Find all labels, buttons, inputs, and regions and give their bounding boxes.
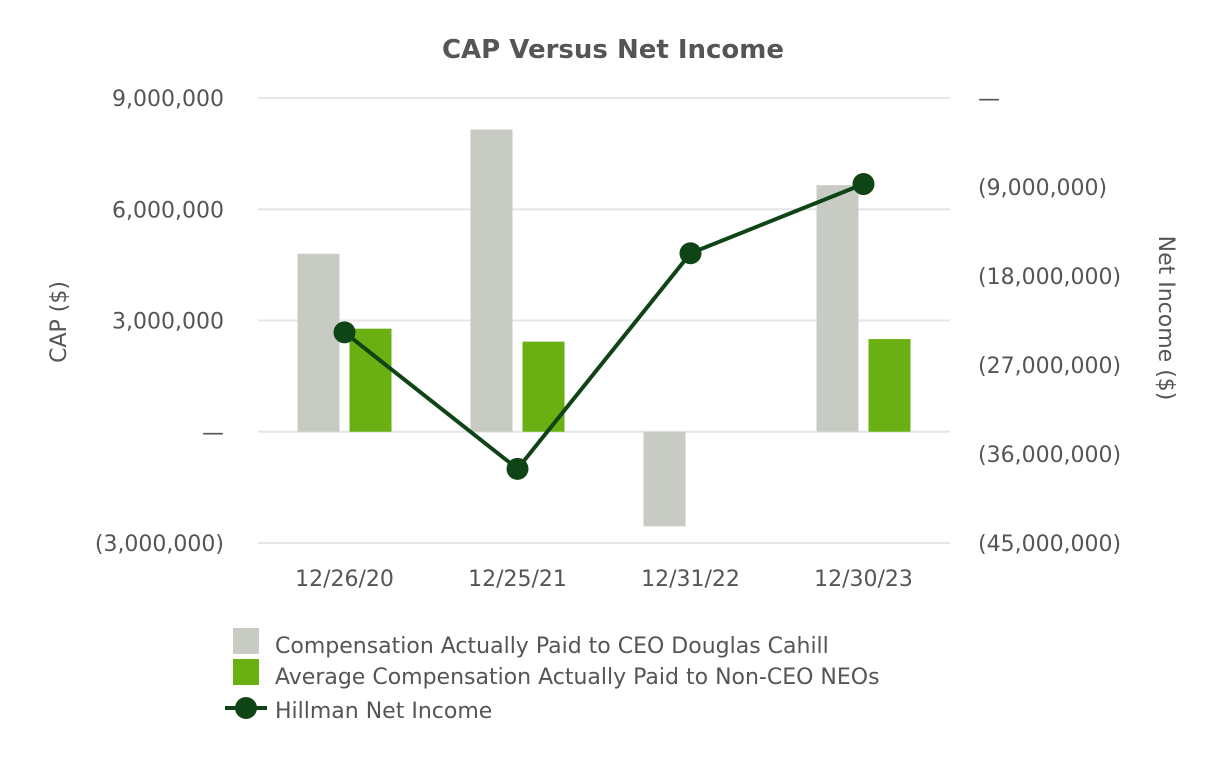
legend-label: Compensation Actually Paid to CEO Dougla… <box>275 634 829 659</box>
legend-label: Hillman Net Income <box>275 699 492 724</box>
chart-title: CAP Versus Net Income <box>442 35 784 65</box>
ceo-cap-bar <box>470 129 513 432</box>
x-axis: 12/26/20 12/25/21 12/31/22 12/30/23 <box>295 567 913 592</box>
bars <box>297 129 911 527</box>
x-tick-label: 12/25/21 <box>468 567 567 592</box>
legend-swatch <box>233 659 259 685</box>
y2-tick-label: (27,000,000) <box>978 354 1121 379</box>
y2-axis-title: Net Income ($) <box>1153 236 1178 401</box>
net-income-point <box>852 173 875 196</box>
legend-marker <box>235 697 257 719</box>
y-tick-label: (3,000,000) <box>95 532 224 557</box>
net-income-series-line <box>343 182 865 472</box>
net-income-point <box>506 457 529 480</box>
y-axis-title: CAP ($) <box>47 281 72 363</box>
y-tick-label: 3,000,000 <box>112 310 224 335</box>
ceo-cap-bar <box>297 253 340 432</box>
ceo-cap-bar <box>816 185 859 432</box>
y2-tick-label: (45,000,000) <box>978 532 1121 557</box>
neo-cap-bar <box>349 328 392 432</box>
legend: Compensation Actually Paid to CEO Dougla… <box>225 628 880 724</box>
x-tick-label: 12/26/20 <box>295 567 394 592</box>
net-income-line <box>333 173 875 480</box>
ceo-cap-bar <box>643 431 686 527</box>
left-axis: 9,000,000 6,000,000 3,000,000 — (3,000,000) <box>95 87 224 557</box>
right-axis: — (9,000,000) (18,000,000) (27,000,000) (36,… <box>978 87 1121 557</box>
y-tick-label: 9,000,000 <box>112 87 224 112</box>
neo-cap-bar <box>868 339 911 432</box>
legend-label: Average Compensation Actually Paid to No… <box>275 665 880 690</box>
x-tick-label: 12/30/23 <box>814 567 913 592</box>
y2-tick-label: (18,000,000) <box>978 265 1121 290</box>
y2-tick-label: (9,000,000) <box>978 176 1107 201</box>
net-income-point <box>333 321 356 344</box>
legend-swatch <box>233 628 259 654</box>
y2-tick-label: (36,000,000) <box>978 443 1121 468</box>
y-tick-label: 6,000,000 <box>112 198 224 223</box>
y-tick-label: — <box>202 421 224 446</box>
net-income-point <box>679 242 702 265</box>
x-tick-label: 12/31/22 <box>641 567 740 592</box>
y2-tick-label: — <box>978 87 1000 112</box>
